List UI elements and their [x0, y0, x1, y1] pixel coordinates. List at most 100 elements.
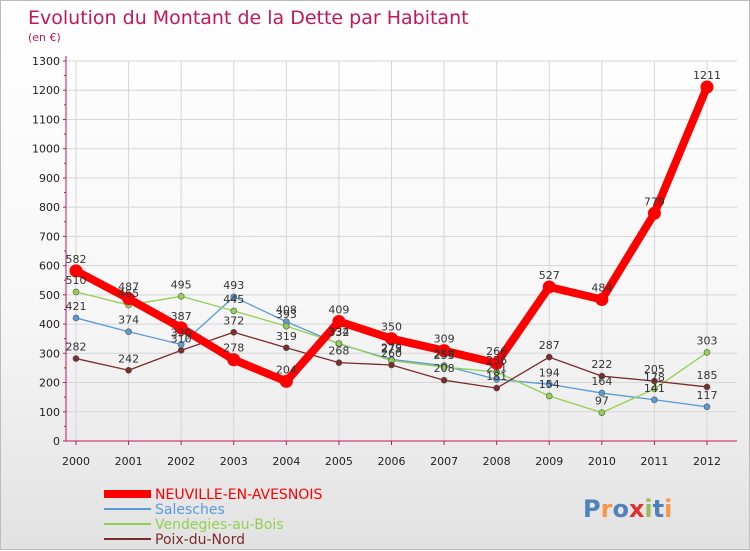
y-tick-label: 1000	[32, 143, 60, 156]
axes: 0 100 200 300 400 500 600 700 800 900 1000 1100 1200…	[32, 55, 737, 468]
data-label: 242	[118, 352, 139, 365]
data-label: 495	[171, 278, 192, 291]
y-tick-label: 1200	[32, 84, 60, 97]
series	[69, 80, 714, 416]
data-label: 185	[697, 369, 718, 382]
data-point	[700, 80, 714, 94]
data-label: 309	[434, 333, 455, 346]
data-label: 387	[171, 310, 192, 323]
chart-title: Evolution du Montant de la Dette par Hab…	[28, 7, 469, 29]
y-tick-label: 300	[39, 347, 60, 360]
data-label: 154	[539, 378, 560, 391]
y-tick-label: 800	[39, 201, 60, 214]
y-tick-label: 400	[39, 318, 60, 331]
data-label: 350	[381, 321, 402, 334]
data-label: 409	[328, 303, 349, 316]
data-label: 408	[276, 304, 297, 317]
data-point	[437, 344, 451, 358]
data-point	[651, 377, 658, 385]
x-tick-label: 2005	[325, 455, 353, 468]
data-label: 493	[223, 279, 244, 292]
data-label: 582	[66, 253, 87, 266]
data-point	[598, 372, 606, 380]
data-label: 181	[486, 370, 507, 383]
data-label: 194	[539, 366, 560, 379]
data-point	[545, 392, 553, 400]
x-tick-label: 2000	[62, 455, 90, 468]
data-label: 208	[434, 362, 455, 375]
x-tick-label: 2009	[535, 455, 563, 468]
data-point	[72, 314, 80, 322]
x-tick-label: 2002	[167, 455, 195, 468]
data-point	[177, 293, 185, 300]
y-tick-label: 0	[53, 435, 60, 448]
data-point	[125, 328, 132, 335]
data-label: 141	[644, 382, 665, 395]
data-point	[388, 361, 395, 369]
y-tick-label: 1100	[32, 113, 60, 126]
data-point	[230, 328, 238, 336]
data-point	[174, 321, 188, 335]
data-label: 178	[644, 371, 665, 384]
x-tick-label: 2006	[378, 455, 406, 468]
x-tick-label: 2007	[430, 455, 458, 468]
data-label: 421	[66, 300, 87, 313]
data-point	[542, 280, 556, 294]
data-point	[69, 264, 83, 278]
data-label: 260	[381, 347, 402, 360]
data-label: 236	[486, 354, 507, 367]
data-point	[490, 356, 504, 370]
x-tick-label: 2011	[640, 455, 668, 468]
data-label: 319	[276, 330, 297, 343]
y-tick-label: 100	[39, 406, 60, 419]
data-point	[335, 340, 343, 347]
y-tick-label: 200	[39, 377, 60, 390]
data-point	[283, 322, 290, 330]
data-label: 303	[697, 334, 718, 347]
data-label: 334	[328, 325, 349, 338]
x-tick-label: 2010	[588, 455, 616, 468]
data-point	[122, 292, 136, 306]
data-point	[230, 293, 238, 301]
data-label: 1211	[693, 69, 721, 82]
data-label: 282	[66, 341, 87, 354]
data-point	[335, 359, 343, 366]
y-tick-label: 500	[39, 289, 60, 302]
data-point	[598, 409, 606, 416]
legend-label: Poix-du-Nord	[155, 532, 245, 548]
x-tick-label: 2001	[115, 455, 143, 468]
legend-label: Salesches	[155, 502, 225, 518]
data-point	[598, 389, 606, 397]
data-label: 372	[223, 314, 244, 327]
data-label: 204	[276, 363, 297, 376]
x-tick-label: 2012	[693, 455, 721, 468]
data-label: 279	[381, 341, 402, 354]
chart-subtitle: (en €)	[28, 31, 61, 44]
y-tick-label: 1300	[32, 55, 60, 68]
data-label: 484	[591, 282, 612, 295]
y-tick-label: 900	[39, 172, 60, 185]
data-label: 487	[118, 281, 139, 294]
data-label: 779	[644, 195, 665, 208]
data-label: 117	[697, 389, 718, 402]
data-point	[703, 349, 711, 356]
data-point	[703, 403, 711, 411]
data-label: 253	[434, 349, 455, 362]
data-point	[545, 380, 553, 388]
data-point	[440, 376, 448, 384]
data-point	[493, 376, 500, 383]
legend-label: NEUVILLE-EN-AVESNOIS	[155, 487, 322, 503]
data-labels: 421 374 330 493 408 332 279 258 211 194 164 141 117 5…	[66, 69, 722, 408]
data-label: 332	[328, 326, 349, 339]
grid	[66, 60, 737, 442]
x-tick-label: 2003	[220, 455, 248, 468]
data-label: 374	[118, 314, 139, 327]
data-label: 445	[223, 293, 244, 306]
data-label: 205	[644, 363, 665, 376]
data-point	[595, 293, 609, 307]
data-label: 97	[595, 395, 609, 408]
data-point	[703, 383, 711, 391]
data-point	[72, 288, 80, 296]
data-label: 287	[539, 339, 560, 352]
